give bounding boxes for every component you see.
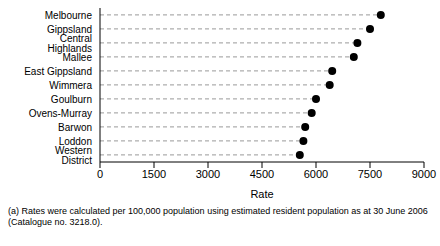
- svg-text:Barwon: Barwon: [58, 122, 92, 133]
- svg-text:9000: 9000: [412, 168, 432, 180]
- svg-text:Ovens-Murray: Ovens-Murray: [29, 108, 92, 119]
- svg-text:6000: 6000: [304, 168, 328, 180]
- svg-text:CentralHighlands: CentralHighlands: [48, 33, 92, 54]
- html-text:(a) Rates were calculated per: (a) Rates were calculated per 100,000 po…: [8, 206, 428, 227]
- svg-text:7500: 7500: [358, 168, 382, 180]
- svg-text:Mallee: Mallee: [63, 52, 93, 63]
- svg-text:0: 0: [97, 168, 103, 180]
- svg-text:Melbourne: Melbourne: [45, 10, 93, 21]
- svg-text:Goulburn: Goulburn: [51, 94, 92, 105]
- svg-text:4500: 4500: [250, 168, 274, 180]
- svg-text:East Gippsland: East Gippsland: [24, 66, 92, 77]
- svg-text:3000: 3000: [196, 168, 220, 180]
- svg-text:WesternDistrict: WesternDistrict: [55, 145, 92, 166]
- svg-text:Wimmera: Wimmera: [49, 80, 92, 91]
- svg-text:Rate: Rate: [250, 188, 273, 200]
- svg-text:Gippsland: Gippsland: [47, 23, 92, 35]
- svg-text:1500: 1500: [142, 168, 166, 180]
- svg-text:Loddon: Loddon: [58, 135, 92, 147]
